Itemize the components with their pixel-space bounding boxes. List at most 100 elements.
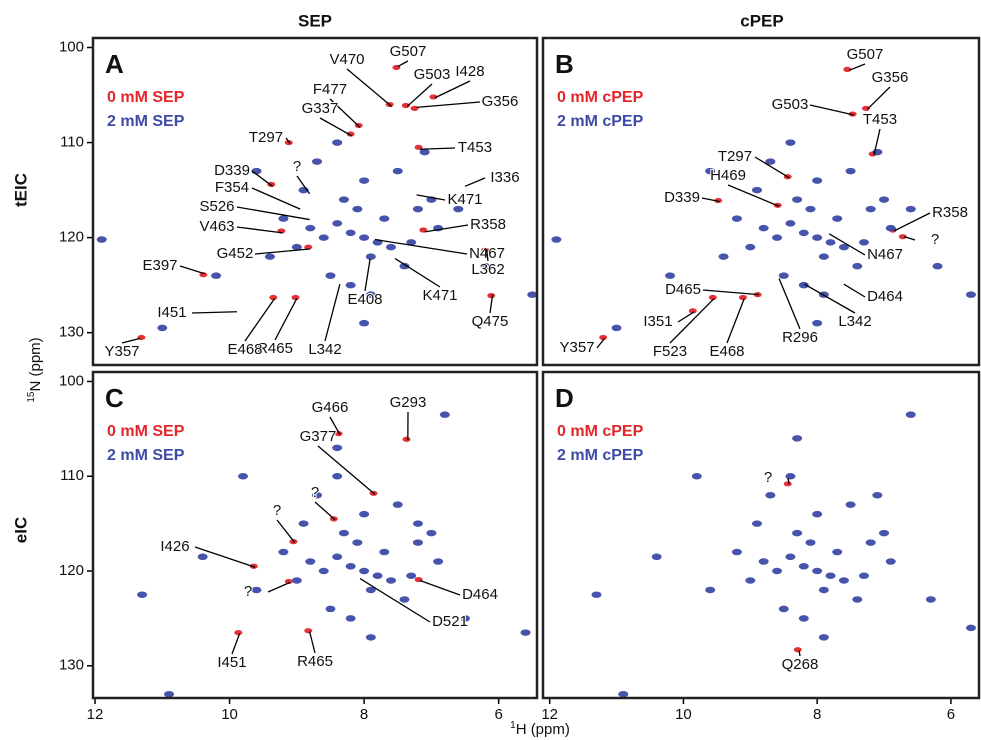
peak	[412, 205, 423, 213]
panel: 100 110 120 130 12 10 8 6 G466 G293 G377?? I426? D46…	[59, 370, 539, 723]
leader-line	[329, 416, 341, 435]
legend-entry: 0 mM SEP	[107, 89, 185, 106]
y-axis-label-sup: 15	[26, 391, 37, 403]
leader-line	[121, 337, 141, 344]
peak	[96, 236, 107, 243]
peak-label: T453	[458, 139, 492, 156]
peak-label: N467	[867, 246, 903, 263]
peak-label: E468	[227, 341, 262, 358]
peak	[386, 243, 397, 251]
peak-label: R358	[932, 204, 968, 221]
peak	[705, 167, 716, 175]
peak	[338, 529, 349, 537]
leader-line	[251, 187, 301, 210]
leader-line	[419, 579, 461, 596]
peak	[359, 567, 370, 575]
peak	[551, 236, 562, 243]
peak-label: ?	[293, 158, 301, 175]
peak	[199, 272, 208, 278]
peak-label: G507	[847, 46, 884, 63]
peak	[399, 262, 410, 270]
peak-label: Q268	[782, 656, 819, 673]
peak-label: Q475	[472, 313, 509, 330]
peak	[758, 224, 769, 232]
leader-line	[726, 298, 745, 344]
leader-line	[244, 298, 276, 342]
leader-line	[236, 206, 310, 221]
peak	[879, 196, 890, 203]
peak	[304, 244, 313, 250]
leader-line	[677, 311, 695, 323]
leader-line	[359, 578, 431, 623]
leader-line	[254, 248, 310, 255]
legend-entry: 2 mM SEP	[107, 447, 185, 464]
peak-label: T297	[718, 148, 752, 165]
x-tick-label: 12	[541, 706, 558, 723]
leader-line	[809, 104, 855, 116]
legend-entry: 0 mM cPEP	[557, 89, 644, 106]
peak	[345, 563, 356, 570]
x-tick-label: 12	[87, 706, 104, 723]
leader-line	[778, 278, 801, 330]
peak-label: ?	[764, 469, 772, 486]
row-title: tEIC	[11, 173, 30, 207]
leader-line	[727, 184, 780, 207]
leader-line	[308, 631, 316, 654]
peak	[688, 308, 697, 314]
peak-label: ?	[931, 231, 939, 248]
peak	[778, 605, 789, 613]
peak	[402, 436, 411, 442]
peak	[365, 586, 376, 594]
peak	[197, 553, 208, 561]
peak	[332, 139, 343, 146]
panel-letter: B	[555, 49, 574, 79]
peak	[852, 262, 863, 270]
panel-frame	[91, 370, 539, 700]
peak	[291, 294, 300, 301]
peak	[433, 558, 444, 565]
leader-line	[397, 60, 409, 68]
panel-frame	[91, 36, 539, 367]
peak	[298, 520, 309, 527]
peak	[772, 234, 783, 241]
peak-label: I351	[643, 313, 672, 330]
peak	[332, 444, 343, 452]
peak	[359, 319, 370, 327]
peak	[765, 158, 776, 165]
peak	[419, 148, 430, 156]
peak	[745, 577, 756, 584]
leader-line	[873, 128, 881, 156]
peaks	[551, 66, 976, 341]
leader-line	[828, 233, 866, 256]
leader-line	[194, 546, 256, 568]
leader-line	[285, 137, 291, 144]
peak	[805, 539, 816, 546]
leader-line	[329, 98, 361, 128]
panel-frame	[541, 36, 981, 367]
leader-line	[419, 147, 456, 150]
peak	[825, 239, 836, 246]
x-tick-label: 10	[675, 706, 692, 723]
peak	[785, 139, 796, 146]
y-tick-label: 110	[60, 134, 84, 151]
peak	[792, 529, 803, 537]
peak	[818, 634, 829, 641]
peak	[406, 239, 417, 246]
peak-label: F523	[653, 343, 687, 360]
peak	[879, 529, 890, 537]
peak-label: G466	[312, 399, 349, 416]
peak	[618, 690, 629, 698]
peak	[312, 158, 323, 165]
peak	[731, 215, 742, 222]
peak	[858, 239, 869, 246]
peak	[838, 243, 849, 251]
y-tick-label: 100	[59, 38, 84, 55]
peak-label: S526	[199, 198, 234, 215]
peak-label: V470	[329, 51, 364, 68]
peak	[812, 177, 823, 184]
peak	[772, 567, 783, 575]
legend-entry: 2 mM cPEP	[557, 113, 644, 130]
peak-label: I426	[160, 538, 189, 555]
peak	[334, 430, 343, 437]
